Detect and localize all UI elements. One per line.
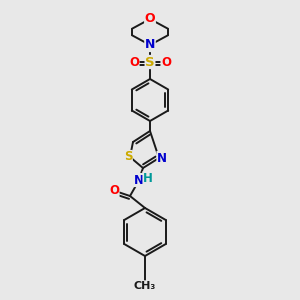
Text: S: S (124, 151, 132, 164)
Text: H: H (143, 172, 153, 184)
Text: O: O (145, 13, 155, 26)
Text: S: S (145, 56, 155, 68)
Text: O: O (109, 184, 119, 196)
Text: N: N (145, 38, 155, 52)
Text: N: N (157, 152, 167, 164)
Text: CH₃: CH₃ (134, 281, 156, 291)
Text: O: O (129, 56, 139, 68)
Text: O: O (161, 56, 171, 68)
Text: N: N (134, 173, 144, 187)
